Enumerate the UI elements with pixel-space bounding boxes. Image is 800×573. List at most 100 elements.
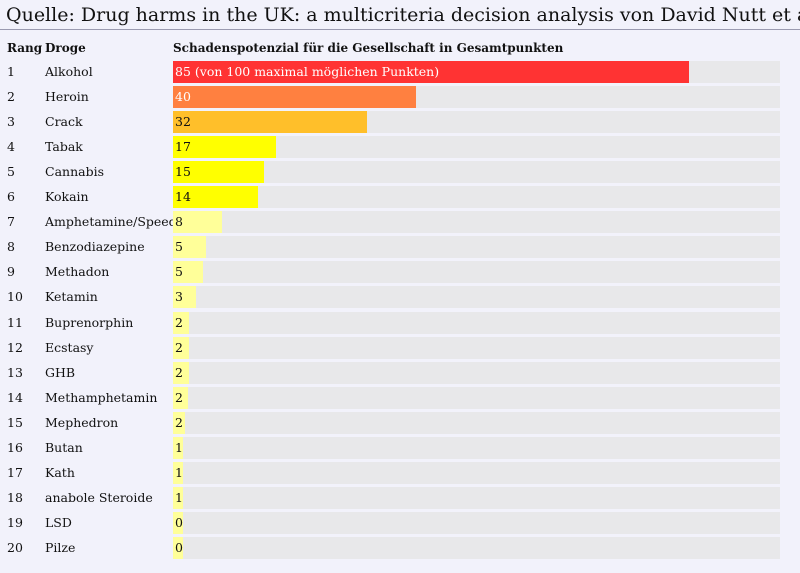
bar-track: 14 xyxy=(173,186,780,209)
drug-label: Ketamin xyxy=(45,289,98,305)
harm-bar xyxy=(173,211,222,234)
table-row: 8 Benzodiazepine 5 xyxy=(0,236,800,259)
bar-track: 2 xyxy=(173,311,780,334)
harm-bar xyxy=(173,311,189,334)
drug-label: Buprenorphin xyxy=(45,314,134,330)
rank-label: 18 xyxy=(7,489,23,505)
bar-value-label: 3 xyxy=(175,289,183,305)
bar-track: 32 xyxy=(173,111,780,134)
bar-track: 3 xyxy=(173,286,780,309)
drug-label: Methamphetamin xyxy=(45,389,158,405)
bar-value-label: 15 xyxy=(175,164,191,180)
table-row: 7 Amphetamine/Speed 8 xyxy=(0,211,800,234)
drug-label: Kokain xyxy=(45,189,89,205)
bar-track: 0 xyxy=(173,536,780,559)
bar-track: 1 xyxy=(173,436,780,459)
bar-value-label: 1 xyxy=(175,439,183,455)
table-row: 2 Heroin 40 xyxy=(0,86,800,109)
chart-title: Quelle: Drug harms in the UK: a multicri… xyxy=(6,4,800,26)
rank-label: 11 xyxy=(7,314,23,330)
harm-bar xyxy=(173,236,206,259)
bar-value-label: 0 xyxy=(175,539,183,555)
bar-value-label: 32 xyxy=(175,114,191,130)
bar-track: 2 xyxy=(173,361,780,384)
table-row: 6 Kokain 14 xyxy=(0,186,800,209)
table-row: 10 Ketamin 3 xyxy=(0,286,800,309)
bar-value-label: 2 xyxy=(175,414,183,430)
harm-bar xyxy=(173,86,416,109)
table-row: 5 Cannabis 15 xyxy=(0,161,800,184)
bar-track: 17 xyxy=(173,136,780,159)
harm-bar xyxy=(173,111,367,134)
bar-value-label: 17 xyxy=(175,139,191,155)
drug-label: Methadon xyxy=(45,264,110,280)
bar-track: 2 xyxy=(173,411,780,434)
drug-column-header: Droge xyxy=(45,41,86,55)
bar-track: 85 (von 100 maximal möglichen Punkten) xyxy=(173,61,780,83)
harm-score-column-header: Schadenspotenzial für die Gesellschaft i… xyxy=(173,41,564,55)
table-row: 14 Methamphetamin 2 xyxy=(0,386,800,409)
harm-bar xyxy=(173,436,183,459)
bar-value-label: 2 xyxy=(175,339,183,355)
rank-label: 3 xyxy=(7,114,15,130)
bar-value-label: 5 xyxy=(175,264,183,280)
bar-track: 2 xyxy=(173,386,780,409)
rank-label: 12 xyxy=(7,339,23,355)
rank-label: 1 xyxy=(7,64,15,79)
title-divider xyxy=(0,29,800,30)
bar-value-label: 5 xyxy=(175,239,183,255)
drug-label: anabole Steroide xyxy=(45,489,153,505)
rank-label: 8 xyxy=(7,239,15,255)
harm-bar xyxy=(173,386,188,409)
bar-value-label: 85 (von 100 maximal möglichen Punkten) xyxy=(175,64,440,79)
table-row: 20 Pilze 0 xyxy=(0,536,800,559)
harm-bar xyxy=(173,61,689,83)
bar-track: 0 xyxy=(173,511,780,534)
harm-bar xyxy=(173,536,183,559)
rank-label: 17 xyxy=(7,464,23,480)
rank-column-header: Rang xyxy=(7,41,43,55)
table-row: 16 Butan 1 xyxy=(0,436,800,459)
table-row: 3 Crack 32 xyxy=(0,111,800,134)
harm-bar xyxy=(173,336,189,359)
drug-label: Kath xyxy=(45,464,75,480)
bar-track: 2 xyxy=(173,336,780,359)
drug-label: Ecstasy xyxy=(45,339,94,355)
drug-label: Benzodiazepine xyxy=(45,239,145,255)
table-row: 4 Tabak 17 xyxy=(0,136,800,159)
rank-label: 14 xyxy=(7,389,23,405)
harm-bar xyxy=(173,486,183,509)
drug-label: Mephedron xyxy=(45,414,119,430)
rank-label: 13 xyxy=(7,364,23,380)
rank-label: 4 xyxy=(7,139,15,155)
table-row: 19 LSD 0 xyxy=(0,511,800,534)
rank-label: 6 xyxy=(7,189,15,205)
table-row: 1 Alkohol 85 (von 100 maximal möglichen Pu… xyxy=(0,61,800,83)
bar-track: 1 xyxy=(173,486,780,509)
harm-bar xyxy=(173,136,276,159)
bar-value-label: 40 xyxy=(175,89,191,105)
harm-bar xyxy=(173,461,183,484)
rank-label: 19 xyxy=(7,514,23,530)
table-row: 9 Methadon 5 xyxy=(0,261,800,284)
drug-label: Tabak xyxy=(45,139,83,155)
table-row: 12 Ecstasy 2 xyxy=(0,336,800,359)
bar-value-label: 1 xyxy=(175,464,183,480)
drug-label: Amphetamine/Speed xyxy=(45,214,177,230)
table-row: 18 anabole Steroide 1 xyxy=(0,486,800,509)
bar-track: 15 xyxy=(173,161,780,184)
harm-bar xyxy=(173,361,189,384)
table-row: 11 Buprenorphin 2 xyxy=(0,311,800,334)
harm-bar xyxy=(173,511,183,534)
rank-label: 20 xyxy=(7,539,23,555)
drug-label: Butan xyxy=(45,439,83,455)
bar-track: 5 xyxy=(173,236,780,259)
bar-value-label: 14 xyxy=(175,189,191,205)
bar-track: 5 xyxy=(173,261,780,284)
rank-label: 2 xyxy=(7,89,15,105)
rank-label: 16 xyxy=(7,439,23,455)
bar-track: 40 xyxy=(173,86,780,109)
rank-label: 5 xyxy=(7,164,15,180)
bar-value-label: 0 xyxy=(175,514,183,530)
